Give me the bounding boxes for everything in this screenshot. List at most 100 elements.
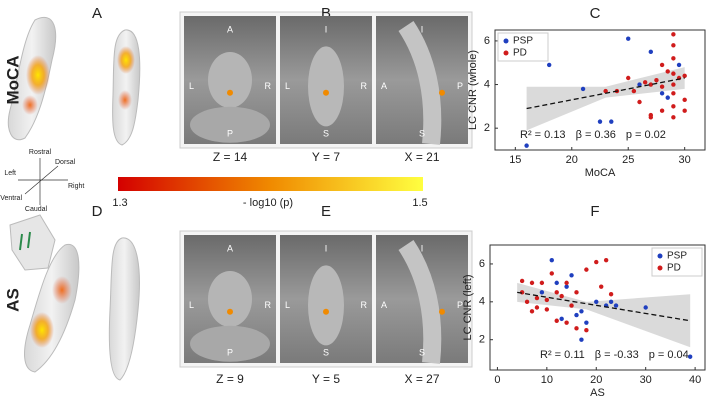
x-tick-label: 0 [494,374,500,386]
data-point [554,318,559,323]
y-tick-label: 6 [479,258,485,270]
row-label: AS [3,288,22,312]
data-point [597,119,603,124]
data-point [682,73,687,79]
data-point [549,271,554,276]
x-tick-label: 10 [541,374,553,386]
data-point [671,91,676,96]
data-point [546,62,552,68]
trend-line [517,291,691,322]
orientation-label: Left [4,170,16,177]
data-point [580,86,586,92]
data-point [613,303,619,308]
brainstem [398,240,442,364]
data-point [609,119,614,124]
lc-highlight [227,89,233,96]
data-point [584,328,589,333]
data-point [671,43,676,48]
row-label: MoCA [3,55,22,104]
data-point [671,32,676,37]
data-point [676,62,682,68]
slice-label: A [381,81,387,91]
slice-caption: Z = 14 [213,150,248,164]
y-tick-label: 4 [479,296,485,308]
data-point [671,82,676,87]
data-point [599,284,604,289]
slice-label: L [285,300,290,310]
annotation: R² = 0.13 [520,129,566,141]
data-point [626,36,631,41]
y-axis-title: LC CNR (whole) [467,50,479,130]
data-point [584,267,589,272]
annotation: p = 0.02 [626,129,666,141]
orientation-label: Ventral [0,195,22,202]
slice-label: S [419,128,425,138]
slice-label: P [457,300,463,310]
y-tick-label: 2 [479,334,485,346]
data-point [608,299,614,305]
data-point [648,82,654,87]
data-point [559,293,564,299]
slice-label: P [227,128,233,138]
data-point [534,295,540,301]
slice-caption: X = 27 [404,372,439,386]
data-point [574,312,579,318]
data-point [659,62,665,68]
brainstem [208,271,252,327]
data-point [524,143,529,148]
data-point [603,88,608,94]
orientation-label: Caudal [25,206,48,213]
x-axis-title: MoCA [585,167,616,179]
y-tick-label: 4 [484,78,490,90]
data-point [529,280,535,286]
slice-label: R [265,300,272,310]
lc-render [7,17,141,381]
slice-caption: X = 21 [404,150,439,164]
data-point [631,88,637,94]
data-point [529,309,535,314]
colorbar-title: - log10 (p) [243,197,293,209]
legend-marker [657,253,663,259]
panel-letter: A [92,5,102,22]
data-point [534,305,540,310]
data-point [659,108,665,113]
data-point [539,280,545,286]
data-point [539,290,545,295]
annotation: p = 0.04 [649,349,689,361]
data-point [682,108,687,113]
slice-label: I [421,24,424,34]
data-point [642,80,648,85]
data-point [637,82,642,87]
slice-caption: Z = 9 [216,372,244,386]
slice-label: L [285,81,290,91]
data-point [564,320,569,325]
slice-label: P [457,81,463,91]
legend-marker [503,38,509,44]
data-point [579,337,584,342]
data-point [654,77,659,83]
slice-label: R [361,300,368,310]
data-point [524,299,530,305]
y-axis-title: LC CNR (left) [462,274,474,340]
legend-box [651,247,703,277]
annotation: R² = 0.11 [540,349,585,361]
data-point [569,303,574,308]
brainstem [398,21,442,145]
legend-label: PD [667,263,681,274]
data-point [665,69,670,74]
legend-box [497,32,549,62]
data-point [659,91,665,96]
annotation: β = -0.33 [595,349,639,361]
data-point [559,316,564,322]
lc-highlight [323,308,329,315]
orientation-label: Dorsal [55,159,76,166]
x-tick-label: 20 [566,154,578,166]
cerebellum [190,106,270,143]
data-point [671,56,676,61]
legend-marker [503,50,509,56]
x-tick-label: 25 [622,154,634,166]
data-point [665,95,670,100]
data-point [671,104,676,109]
data-point [544,297,550,303]
